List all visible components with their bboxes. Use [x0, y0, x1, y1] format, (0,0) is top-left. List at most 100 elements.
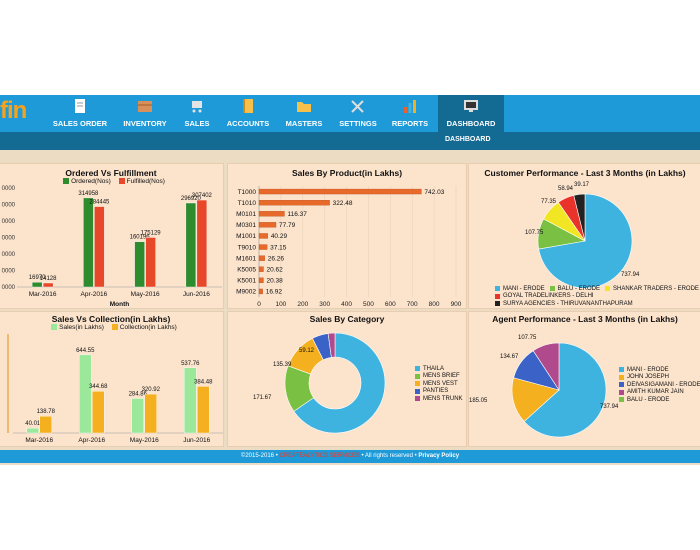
x-tick-label: Jun-2016: [183, 437, 210, 444]
bar[interactable]: [258, 277, 264, 283]
pie-slice[interactable]: [327, 332, 336, 358]
slice-value-label: 58.94: [558, 186, 574, 192]
legend-label[interactable]: Ordered(Nos): [71, 178, 111, 185]
bar[interactable]: [42, 282, 54, 288]
footer-privacy-link[interactable]: Privacy Policy: [418, 453, 460, 459]
y-tick-label: M0301: [236, 222, 256, 229]
legend-item[interactable]: MENS VEST: [415, 380, 463, 388]
x-tick-label: 800: [429, 301, 440, 308]
legend-swatch: [415, 366, 420, 372]
legend-label[interactable]: Sales(in Lakhs): [59, 324, 104, 331]
app-frame: fin SALES ORDER INVENTORY SALES ACCOUNTS MAS…: [0, 95, 700, 465]
legend-row: MANI - ERODE BALU - ERODE SHANKAR TRADERS …: [495, 285, 700, 293]
bar[interactable]: [145, 237, 156, 288]
bar[interactable]: [196, 199, 208, 288]
legend-label[interactable]: SHANKAR TRADERS - ERODE: [613, 285, 699, 292]
menu-label: SETTINGS: [339, 119, 377, 128]
pie-slice[interactable]: [573, 193, 586, 242]
legend-label[interactable]: Collection(in Lakhs): [119, 324, 177, 331]
bar[interactable]: [39, 415, 52, 434]
bar-value-label: 322.48: [333, 200, 353, 207]
bar[interactable]: [258, 188, 422, 195]
bar-value-label: 644.55: [76, 348, 95, 354]
menu-item-inventory[interactable]: INVENTORY: [116, 95, 174, 132]
menu-item-reports[interactable]: REPORTS: [384, 95, 436, 132]
menu-item-settings[interactable]: SETTINGS: [332, 95, 384, 132]
bar[interactable]: [131, 398, 144, 434]
slice-value-label: 737.94: [621, 272, 640, 278]
x-tick-label: Mar-2016: [25, 437, 53, 444]
category-chart: 171.67 135.39 59.12: [253, 332, 386, 434]
bar[interactable]: [83, 197, 94, 288]
menu-label: REPORTS: [391, 119, 429, 128]
bar[interactable]: [258, 266, 264, 272]
bar[interactable]: [258, 200, 330, 206]
legend-label[interactable]: Fulfilled(Nos): [126, 178, 165, 185]
legend-swatch: [495, 301, 500, 307]
legend-label[interactable]: SURYA AGENCIES - THIRUVANANTHAPURAM: [503, 300, 633, 307]
legend-swatch: [619, 389, 624, 395]
bar[interactable]: [79, 354, 92, 434]
bar[interactable]: [144, 393, 157, 434]
legend-swatch: [63, 178, 70, 184]
bar[interactable]: [258, 211, 285, 217]
panel-sales-vs-collection: Sales Vs Collection(in Lakhs) Sales(in L…: [0, 311, 224, 447]
bar[interactable]: [185, 202, 197, 288]
x-axis-label: Month: [110, 301, 130, 308]
tools-icon: [351, 100, 364, 113]
menu-label: SALES ORDER: [52, 119, 108, 128]
bar-chart-icon: [404, 100, 416, 113]
brand-logo[interactable]: fin: [0, 97, 27, 124]
legend-item[interactable]: DEIVASIGAMANI - ERODE: [619, 381, 700, 389]
bar-value-label: 40.29: [271, 233, 288, 240]
bar[interactable]: [134, 241, 145, 288]
bar[interactable]: [94, 206, 105, 288]
legend-swatch: [415, 373, 420, 379]
menu-item-sales[interactable]: SALES: [174, 95, 220, 132]
bar[interactable]: [197, 386, 210, 434]
bar[interactable]: [31, 281, 43, 288]
footer-brand-link[interactable]: CREATEALYTICS SERVICES: [279, 453, 360, 459]
menu-label: ACCOUNTS: [226, 119, 270, 128]
legend-item[interactable]: BALU - ERODE: [619, 396, 700, 404]
bar[interactable]: [258, 244, 268, 250]
legend-item[interactable]: THAILA: [415, 365, 463, 373]
menu-item-dashboard[interactable]: DASHBOARD: [438, 95, 504, 132]
menu-item-sales-order[interactable]: SALES ORDER: [45, 95, 115, 132]
bar[interactable]: [26, 427, 39, 434]
pie-slice[interactable]: [511, 377, 560, 422]
legend-label[interactable]: BALU - ERODE: [557, 285, 601, 292]
panel-ordered-vs-fulfillment: Ordered Vs Fulfillment Ordered(Nos) Fulf…: [0, 163, 224, 309]
bar[interactable]: [258, 255, 265, 261]
bar-value-label: 16970: [29, 275, 46, 281]
legend-item[interactable]: AMITH KUMAR JAIN: [619, 389, 700, 397]
bar[interactable]: [258, 233, 268, 239]
legend-label[interactable]: GOYAL TRADELINKERS - DELHI: [503, 293, 594, 300]
menu-item-accounts[interactable]: ACCOUNTS: [220, 95, 276, 132]
chart-legend: MANI - ERODE BALU - ERODE SHANKAR TRADERS …: [495, 285, 700, 308]
legend-label[interactable]: MANI - ERODE: [503, 285, 545, 292]
legend-item[interactable]: MENS BRIEF: [415, 373, 463, 381]
bar-value-label: 20.62: [267, 266, 284, 273]
pie-slice[interactable]: [523, 342, 607, 438]
legend-item[interactable]: JOHN JOSEPH: [619, 374, 700, 382]
slice-value-label: 185.05: [469, 398, 488, 404]
document-icon: [75, 99, 85, 113]
pie-slice[interactable]: [532, 342, 560, 392]
submenu-item-dashboard[interactable]: DASHBOARD: [445, 136, 491, 143]
x-tick-label: Apr-2016: [78, 437, 105, 444]
bar[interactable]: [258, 222, 277, 228]
legend-swatch: [619, 374, 624, 380]
legend-item[interactable]: PANTIES: [415, 388, 463, 396]
bar[interactable]: [92, 391, 105, 434]
legend-swatch: [495, 293, 500, 299]
x-tick-label: 0: [257, 301, 261, 308]
legend-item[interactable]: MENS TRUNK: [415, 395, 463, 403]
pie-slice[interactable]: [293, 332, 386, 434]
menu-item-masters[interactable]: MASTERS: [276, 95, 332, 132]
legend-item[interactable]: MANI - ERODE: [619, 366, 700, 374]
bar[interactable]: [258, 288, 263, 295]
bar[interactable]: [184, 367, 197, 434]
panel-title: Sales Vs Collection(in Lakhs): [51, 314, 171, 324]
